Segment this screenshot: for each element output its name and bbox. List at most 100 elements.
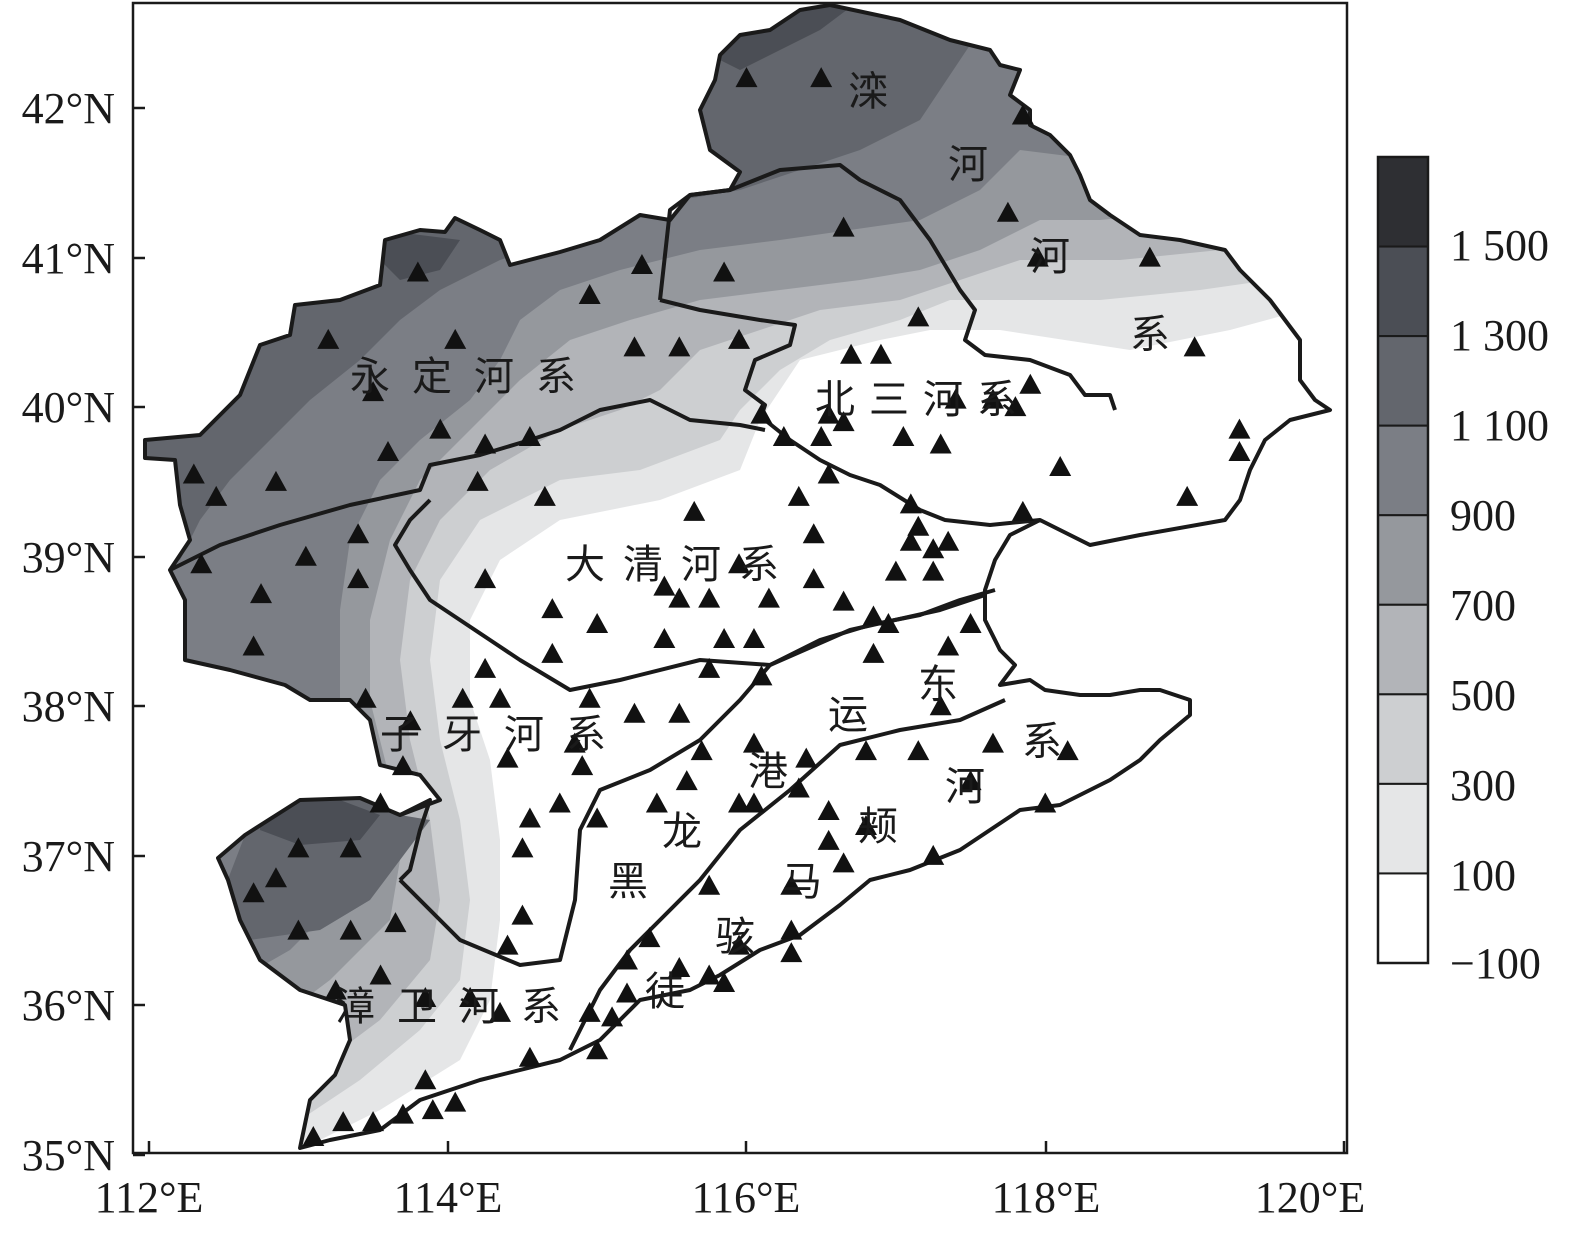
label-luanhe-2: 河 — [948, 142, 988, 188]
station-triangle-icon — [474, 568, 497, 589]
station-triangle-icon — [190, 553, 213, 574]
station-triangle-icon — [250, 583, 273, 604]
station-triangle-icon — [406, 261, 429, 282]
station-triangle-icon — [347, 568, 370, 589]
station-triangle-icon — [1019, 373, 1042, 394]
station-triangle-icon — [929, 433, 952, 454]
station-triangle-icon — [981, 732, 1004, 753]
station-triangle-icon — [518, 1046, 541, 1067]
y-tick-label: 38°N — [22, 682, 115, 731]
station-triangle-icon — [728, 934, 751, 955]
station-triangle-icon — [862, 642, 885, 663]
station-triangle-icon — [728, 792, 751, 813]
x-tick-label: 120°E — [1255, 1173, 1365, 1222]
station-triangle-icon — [324, 979, 347, 1000]
station-triangle-icon — [668, 336, 691, 357]
label-luanhe-1: 滦 — [848, 69, 888, 115]
y-tick-label: 36°N — [22, 981, 115, 1030]
station-triangle-icon — [578, 1001, 601, 1022]
station-triangle-icon — [1026, 246, 1049, 267]
station-triangle-icon — [1176, 485, 1199, 506]
station-triangle-icon — [287, 837, 310, 858]
station-triangle-icon — [675, 770, 698, 791]
station-triangle-icon — [563, 732, 586, 753]
station-triangle-icon — [742, 627, 765, 648]
station-triangle-icon — [429, 418, 452, 439]
station-triangle-icon — [369, 792, 392, 813]
station-triangle-icon — [182, 463, 205, 484]
station-triangle-icon — [571, 755, 594, 776]
station-triangle-icon — [787, 777, 810, 798]
station-triangle-icon — [713, 261, 736, 282]
station-triangle-icon — [533, 485, 556, 506]
station-triangle-icon — [391, 1103, 414, 1124]
station-triangle-icon — [855, 814, 877, 835]
station-triangle-icon — [981, 388, 1004, 409]
station-triangle-icon — [601, 1006, 624, 1027]
boundary-yongding-north — [659, 298, 797, 421]
legend-label: 1 300 — [1450, 311, 1549, 360]
station-triangle-icon — [354, 687, 377, 708]
y-tick-label: 42°N — [22, 84, 115, 133]
station-triangle-icon — [511, 837, 534, 858]
station-triangle-icon — [795, 747, 818, 768]
station-triangle-icon — [668, 702, 691, 723]
station-triangle-icon — [668, 957, 691, 978]
station-triangle-icon — [907, 740, 930, 761]
station-triangle-icon — [518, 426, 541, 447]
legend-label: 300 — [1450, 761, 1516, 810]
station-triangle-icon — [698, 657, 721, 678]
station-triangle-icon — [742, 792, 765, 813]
station-triangle-icon — [1011, 500, 1034, 521]
label-tuhai-4: 颊 — [858, 804, 898, 850]
station-triangle-icon — [377, 441, 399, 462]
legend-label: 100 — [1450, 851, 1516, 900]
station-triangle-icon — [907, 515, 930, 536]
station-triangle-icon — [810, 67, 833, 88]
station-triangle-icon — [817, 403, 840, 424]
station-triangle-icon — [862, 605, 885, 626]
y-tick-label: 41°N — [22, 234, 115, 283]
station-triangle-icon — [996, 201, 1019, 222]
boundary-daqing-ziya — [393, 498, 986, 692]
station-triangle-icon — [742, 732, 765, 753]
station-triangle-icon — [959, 770, 982, 791]
station-triangle-icon — [899, 493, 922, 514]
station-triangle-icon — [735, 67, 758, 88]
boundary-haihe-mainstream — [769, 588, 996, 667]
y-tick-label: 40°N — [22, 383, 115, 432]
station-triangle-icon — [548, 792, 571, 813]
station-triangle-icon — [264, 470, 287, 491]
station-triangle-icon — [1011, 104, 1034, 125]
station-triangle-icon — [1228, 441, 1251, 462]
station-triangle-icon — [474, 657, 497, 678]
y-tick-label: 39°N — [22, 533, 115, 582]
station-triangle-icon — [317, 328, 340, 349]
station-triangle-icon — [616, 982, 638, 1003]
station-triangle-icon — [623, 702, 646, 723]
label-heilonggang-1: 黑 — [608, 859, 648, 905]
station-triangle-icon — [698, 964, 721, 985]
x-tick-label: 116°E — [692, 1173, 801, 1222]
x-tick-label: 112°E — [95, 1173, 204, 1222]
station-triangle-icon — [787, 485, 810, 506]
x-tick-label: 114°E — [394, 1173, 503, 1222]
station-triangle-icon — [362, 1111, 385, 1132]
station-triangle-icon — [780, 874, 803, 895]
station-triangle-icon — [728, 328, 751, 349]
station-triangle-icon — [459, 986, 482, 1007]
station-triangle-icon — [414, 986, 437, 1007]
legend-swatch — [1377, 245, 1429, 338]
station-triangle-icon — [653, 627, 676, 648]
station-triangle-icon — [541, 642, 564, 663]
station-triangle-icon — [802, 568, 825, 589]
station-triangle-icon — [832, 590, 855, 611]
legend-swatch — [1377, 514, 1429, 606]
station-triangle-icon — [287, 919, 310, 940]
station-triangle-icon — [713, 971, 736, 992]
x-axis: 112°E 114°E 116°E 118°E 120°E — [95, 1141, 1365, 1222]
station-triangle-icon — [339, 919, 362, 940]
station-triangle-icon — [832, 852, 855, 873]
station-triangle-icon — [489, 1001, 512, 1022]
legend-label: 700 — [1450, 581, 1516, 630]
